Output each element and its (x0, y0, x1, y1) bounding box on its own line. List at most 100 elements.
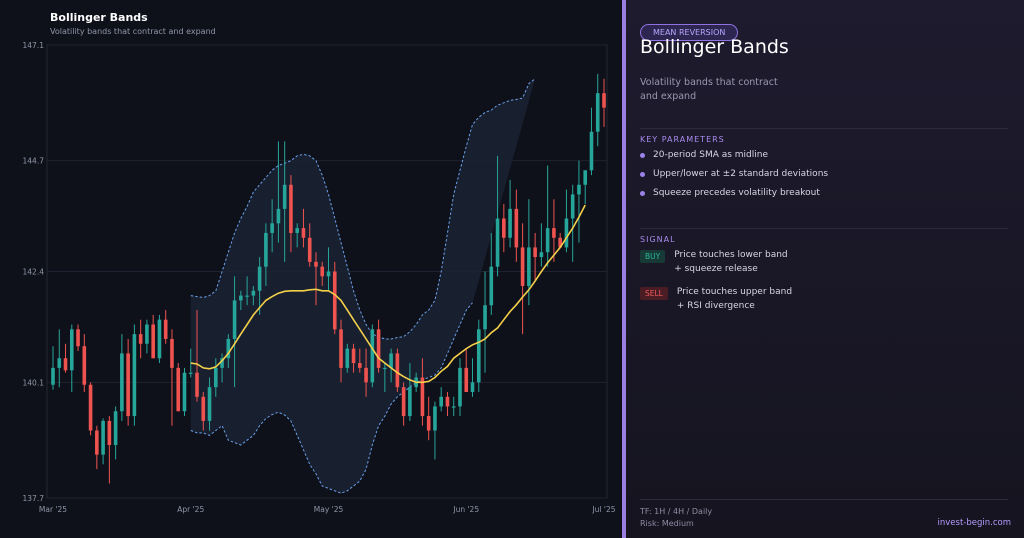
x-tick-label: Apr '25 (177, 505, 204, 514)
candle (307, 223, 312, 267)
candle (170, 329, 174, 426)
candle-body (264, 232, 268, 267)
candle-body (289, 184, 293, 233)
candle (95, 425, 99, 470)
candle (483, 271, 487, 373)
candle-body (307, 237, 312, 262)
key-item: 20-period SMA as midline (640, 150, 768, 160)
candle (226, 334, 231, 368)
candle (364, 348, 368, 397)
bullet-icon (640, 171, 645, 177)
x-tick-label: Mar '25 (39, 505, 67, 514)
candle-body (113, 411, 118, 445)
candle (445, 391, 450, 417)
candle (195, 310, 199, 402)
x-tick-label: May '25 (314, 505, 344, 514)
buy-badge: BUY (640, 250, 666, 263)
candle (145, 319, 149, 354)
candle-body (570, 194, 575, 219)
candle-body (207, 387, 212, 421)
candle-body (514, 208, 519, 248)
candle (320, 261, 325, 286)
bullet-icon (640, 190, 645, 196)
candle (76, 324, 80, 352)
candle-body (126, 353, 130, 417)
candle-body (226, 338, 231, 359)
candle (370, 324, 375, 388)
candle (251, 285, 256, 306)
candle-body (426, 416, 431, 431)
chart-title: Bollinger Bands (50, 11, 148, 24)
candle-body (332, 271, 337, 330)
candle-body (433, 406, 437, 431)
candle-body (458, 367, 462, 407)
candle (495, 155, 500, 277)
candle-body (176, 367, 181, 412)
candle-body (470, 382, 475, 392)
candle-body (445, 396, 450, 407)
candle (339, 319, 343, 383)
candle-body (51, 367, 55, 385)
candle-body (408, 387, 412, 417)
candle (63, 343, 68, 373)
candle-body (483, 305, 487, 330)
candle (239, 290, 243, 311)
candle (176, 363, 181, 412)
candle-body (314, 261, 318, 267)
candle (345, 343, 350, 373)
panel-title: Bollinger Bands (640, 36, 789, 58)
y-tick-label: 137.7 (23, 494, 45, 503)
candle-body (232, 300, 237, 339)
candle (270, 199, 274, 253)
candle (464, 348, 469, 392)
bullet-icon (640, 152, 645, 158)
candle-body (539, 252, 544, 258)
candle-body (495, 218, 500, 267)
brand-link[interactable]: invest-begin.com (937, 518, 1011, 528)
divider-line (640, 499, 1008, 500)
candle-body (76, 329, 80, 347)
candle-body (295, 228, 299, 233)
candle-body (282, 184, 287, 209)
candle (514, 189, 519, 262)
candle (163, 310, 168, 344)
candle (439, 387, 444, 412)
candle (545, 165, 550, 267)
candle-body (120, 353, 124, 412)
candle (120, 334, 124, 421)
candle (51, 346, 55, 390)
candle (383, 363, 387, 392)
candle (257, 257, 262, 315)
candle (332, 261, 337, 335)
candle-body (220, 358, 224, 368)
candle (376, 319, 381, 373)
key-item: Squeeze precedes volatility breakout (640, 188, 820, 198)
candle (314, 252, 318, 306)
candle (151, 314, 155, 359)
candle (595, 73, 600, 147)
candle (188, 348, 193, 378)
candle-body (326, 271, 331, 277)
candle-body (182, 372, 187, 412)
candle-body (88, 384, 93, 431)
buy-signal-text: Price touches lower band + squeeze relea… (674, 250, 788, 274)
candle-body (589, 131, 594, 171)
candle (420, 358, 425, 426)
candle-body (257, 266, 262, 291)
info-panel: MEAN REVERSION Bollinger Bands Volatilit… (626, 0, 1024, 538)
candle (264, 223, 268, 286)
candle-body (301, 228, 306, 238)
candle-body (57, 358, 62, 368)
candle (289, 175, 293, 253)
divider-line (640, 228, 1008, 229)
candle (589, 107, 594, 176)
candle-body (157, 319, 162, 359)
candle (207, 377, 212, 431)
candle-body (508, 208, 512, 238)
candle (539, 223, 544, 267)
candle-body (213, 367, 218, 388)
candle-body (583, 170, 588, 185)
candle-body (489, 266, 494, 306)
candle (470, 358, 475, 397)
candle-body (245, 295, 249, 297)
